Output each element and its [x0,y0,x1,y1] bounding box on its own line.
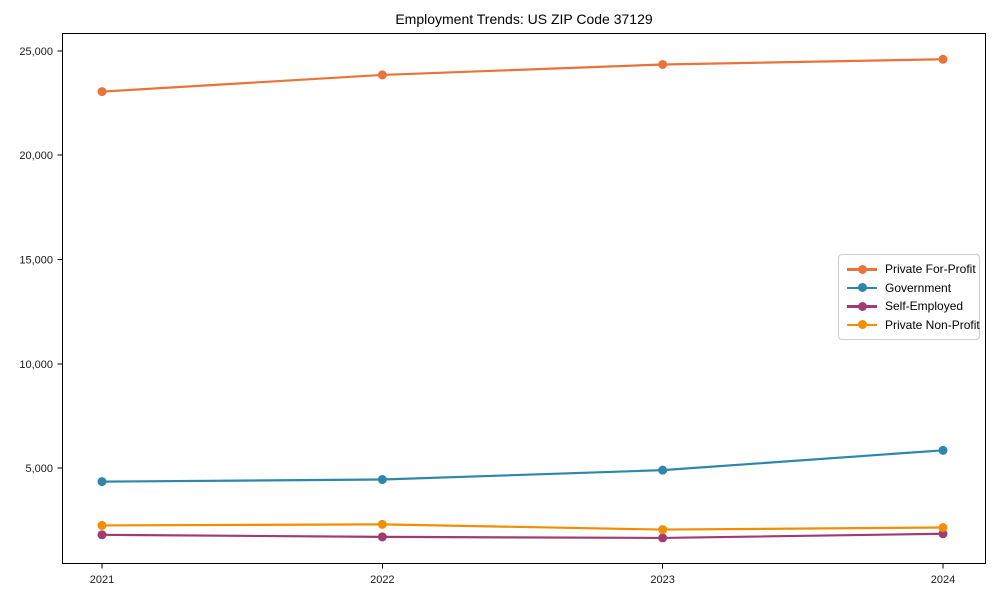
data-point [658,59,668,69]
data-point [377,475,387,485]
data-point [97,477,107,487]
x-tick-label: 2024 [931,574,955,586]
legend-label: Self-Employed [885,299,964,314]
data-point [938,445,948,455]
data-point [658,533,668,543]
data-point [377,519,387,529]
y-tick-label: 25,000 [19,46,53,58]
legend-label: Private For-Profit [885,262,976,277]
y-tick-label: 5,000 [25,463,53,475]
data-point [97,530,107,540]
x-tick-label: 2022 [370,574,394,586]
series-line-private-non-profit [100,523,945,531]
series-line-private-for-profit [100,58,945,93]
data-point [377,70,387,80]
legend-line-marker-icon [847,282,877,293]
data-point [97,87,107,97]
x-tick-label: 2021 [90,574,114,586]
legend: Private For-Profit Government Self-Emplo… [838,254,980,340]
legend-label: Government [885,280,952,295]
legend-item-private-non-profit: Private Non-Profit [847,316,980,335]
legend-label: Private Non-Profit [885,317,980,332]
legend-line-marker-icon [847,301,877,312]
data-point [938,529,948,539]
legend-item-private-for-profit: Private For-Profit [847,260,976,279]
axes-spines [62,33,986,564]
x-tick-label: 2023 [650,574,674,586]
y-tick-label: 10,000 [19,359,53,371]
data-point [938,523,948,533]
legend-item-self-employed: Self-Employed [847,297,971,316]
series-line-government [100,449,945,483]
data-point [938,54,948,64]
legend-item-government: Government [847,279,971,298]
y-tick-label: 15,000 [19,254,53,266]
legend-line-marker-icon [847,319,877,330]
series-line-self-employed [100,532,945,540]
chart-title: Employment Trends: US ZIP Code 37129 [395,11,653,27]
data-point [377,532,387,542]
legend-line-marker-icon [847,264,877,275]
data-point [658,525,668,535]
y-tick-label: 20,000 [19,150,53,162]
data-point [97,520,107,530]
data-point [658,465,668,475]
